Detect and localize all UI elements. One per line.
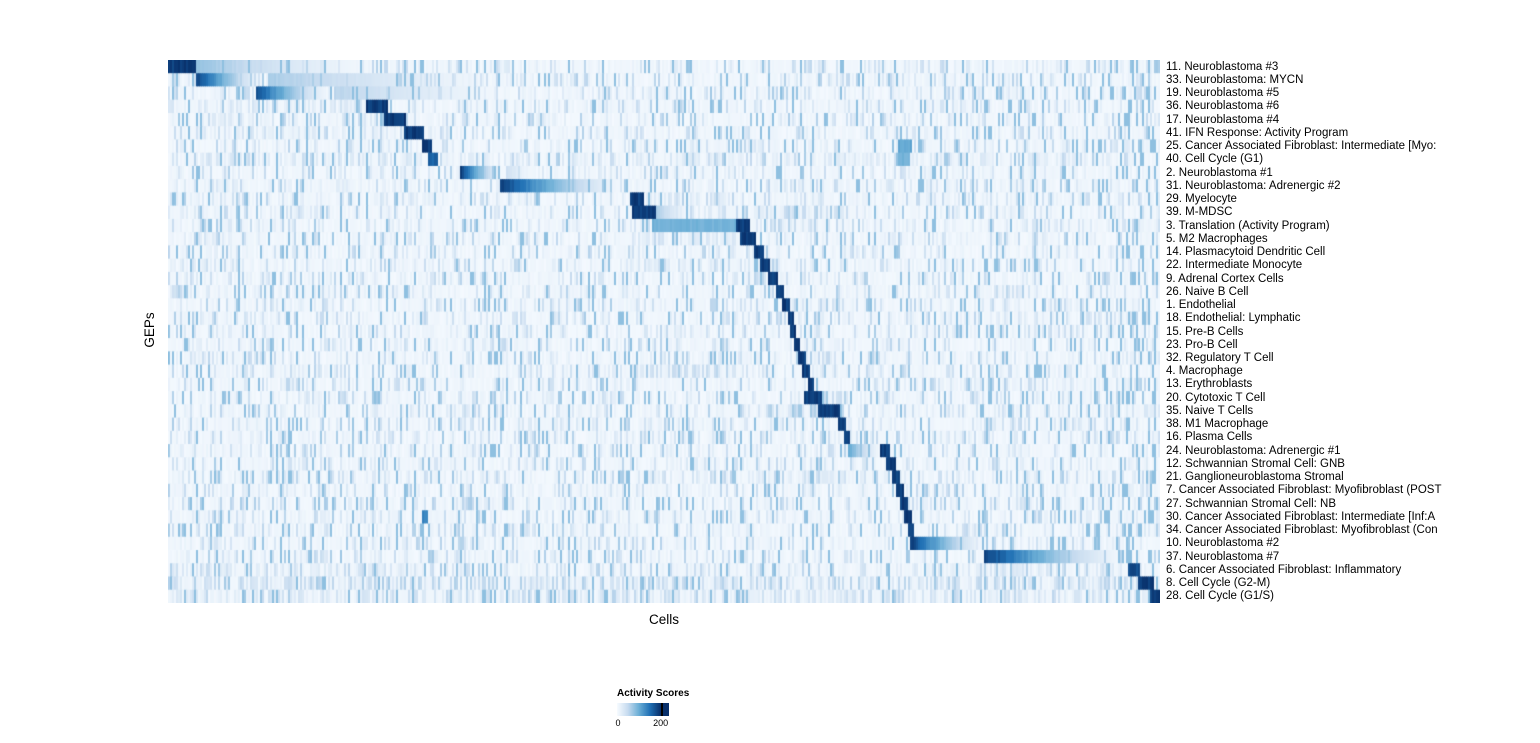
row-label: 28. Cell Cycle (G1/S) — [1166, 590, 1275, 603]
heatmap-canvas — [168, 60, 1160, 603]
legend-gradient-bar — [617, 703, 669, 716]
row-label: 5. M2 Macrophages — [1166, 232, 1268, 245]
row-label: 22. Intermediate Monocyte — [1166, 259, 1303, 272]
row-label: 11. Neuroblastoma #3 — [1166, 60, 1279, 73]
row-label: 9. Adrenal Cortex Cells — [1166, 272, 1284, 285]
legend-max-label: 200 — [653, 718, 669, 728]
row-label: 3. Translation (Activity Program) — [1166, 219, 1330, 232]
row-label: 20. Cytotoxic T Cell — [1166, 391, 1266, 404]
row-label: 1. Endothelial — [1166, 299, 1236, 311]
legend-max-tick — [660, 703, 663, 716]
row-label: 7. Cancer Associated Fibroblast: Myofibr… — [1166, 484, 1442, 497]
row-label: 31. Neuroblastoma: Adrenergic #2 — [1166, 179, 1341, 192]
row-label: 34. Cancer Associated Fibroblast: Myofib… — [1166, 524, 1438, 537]
legend-labels: 0 200 — [615, 718, 669, 730]
row-label: 19. Neuroblastoma #5 — [1166, 87, 1280, 100]
row-label: 10. Neuroblastoma #2 — [1166, 537, 1280, 550]
legend-title: Activity Scores — [617, 688, 690, 699]
row-label: 32. Regulatory T Cell — [1166, 351, 1274, 364]
row-label: 21. Ganglioneuroblastoma Stromal — [1166, 471, 1344, 484]
row-label: 30. Cancer Associated Fibroblast: Interm… — [1166, 510, 1436, 523]
row-label: 37. Neuroblastoma #7 — [1166, 550, 1280, 563]
row-label: 36. Neuroblastoma #6 — [1166, 100, 1280, 113]
row-label: 16. Plasma Cells — [1166, 431, 1253, 444]
x-axis-label: Cells — [648, 612, 679, 627]
activity-scores-legend: Activity Scores 0 200 — [615, 688, 757, 730]
row-label: 27. Schwannian Stromal Cell: NB — [1166, 497, 1337, 510]
y-axis-label: GEPs — [142, 312, 157, 348]
row-label: 23. Pro-B Cell — [1166, 338, 1238, 351]
row-label: 29. Myelocyte — [1166, 193, 1237, 206]
row-label: 40. Cell Cycle (G1) — [1166, 153, 1264, 166]
row-labels: 11. Neuroblastoma #3 33. Neuroblastoma: M… — [1166, 60, 1540, 603]
row-label: 39. M-MDSC — [1166, 206, 1233, 219]
row-label: 2. Neuroblastoma #1 — [1166, 166, 1273, 179]
row-label: 24. Neuroblastoma: Adrenergic #1 — [1166, 444, 1341, 457]
row-label: 12. Schwannian Stromal Cell: GNB — [1166, 457, 1345, 470]
row-label: 18. Endothelial: Lymphatic — [1166, 312, 1301, 325]
row-label: 38. M1 Macrophage — [1166, 418, 1269, 431]
row-label: 6. Cancer Associated Fibroblast: Inflamm… — [1166, 563, 1402, 576]
row-label: 33. Neuroblastoma: MYCN — [1166, 73, 1304, 86]
row-label: 25. Cancer Associated Fibroblast: Interm… — [1166, 140, 1437, 153]
row-label: 41. IFN Response: Activity Program — [1166, 126, 1349, 139]
legend-min-label: 0 — [615, 718, 621, 728]
row-label: 4. Macrophage — [1166, 365, 1243, 378]
row-label: 17. Neuroblastoma #4 — [1166, 113, 1280, 126]
row-label: 8. Cell Cycle (G2-M) — [1166, 577, 1271, 590]
row-label: 15. Pre-B Cells — [1166, 325, 1244, 338]
row-label: 26. Naive B Cell — [1166, 285, 1249, 298]
row-label: 14. Plasmacytoid Dendritic Cell — [1166, 246, 1326, 259]
row-label: 13. Erythroblasts — [1166, 378, 1253, 391]
row-label: 35. Naive T Cells — [1166, 404, 1254, 417]
